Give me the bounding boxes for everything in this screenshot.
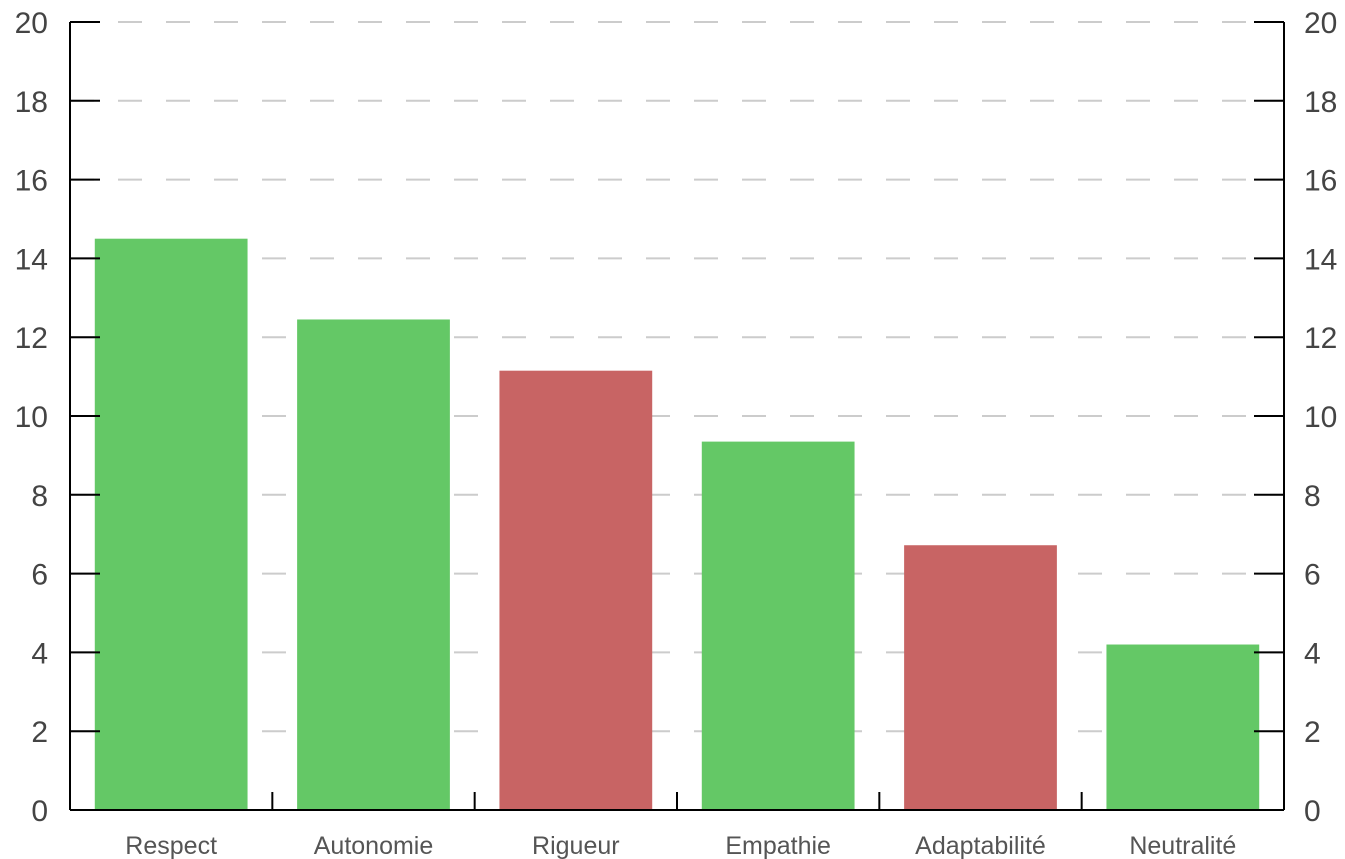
right-y-tick-label: 6 (1304, 559, 1321, 592)
category-label: Respect (125, 832, 217, 859)
left-y-tick-label: 18 (15, 86, 48, 119)
labels: 0 0 2 2 4 4 6 6 8 8 10 10 12 12 14 14 16 16 18 18 20 20 Respec… (15, 7, 1338, 859)
right-y-tick-label: 16 (1304, 165, 1337, 198)
left-y-tick-label: 0 (31, 795, 48, 828)
category-label: Empathie (725, 832, 831, 859)
left-y-tick-label: 10 (15, 401, 48, 434)
left-y-tick-label: 14 (15, 243, 48, 276)
right-y-tick-label: 4 (1304, 637, 1321, 670)
bars (94, 238, 1260, 809)
left-y-tick-label: 4 (31, 637, 48, 670)
bar-neutralité (1106, 644, 1260, 809)
left-y-tick-label: 12 (15, 322, 48, 355)
grid-lines (70, 21, 1284, 733)
right-y-tick-label: 2 (1304, 716, 1321, 749)
bar-respect (94, 238, 248, 809)
right-y-tick-label: 8 (1304, 480, 1321, 513)
left-y-tick-label: 2 (31, 716, 48, 749)
left-y-tick-label: 8 (31, 480, 48, 513)
right-y-tick-label: 0 (1304, 795, 1321, 828)
right-y-tick-label: 20 (1304, 7, 1337, 40)
category-label: Autonomie (314, 832, 434, 859)
category-label: Neutralité (1129, 832, 1236, 859)
bar-empathie (701, 441, 855, 809)
category-label: Rigueur (532, 832, 620, 859)
axis-ticks (70, 21, 1284, 811)
bar-adaptabilité (904, 545, 1057, 809)
left-y-tick-label: 6 (31, 559, 48, 592)
category-label: Adaptabilité (915, 832, 1046, 859)
right-y-tick-label: 10 (1304, 401, 1337, 434)
right-y-tick-label: 18 (1304, 86, 1337, 119)
bar-autonomie (297, 319, 450, 809)
left-y-tick-label: 20 (15, 7, 48, 40)
right-y-tick-label: 14 (1304, 243, 1337, 276)
bar-rigueur (499, 370, 653, 809)
left-y-tick-label: 16 (15, 165, 48, 198)
right-y-tick-label: 12 (1304, 322, 1337, 355)
